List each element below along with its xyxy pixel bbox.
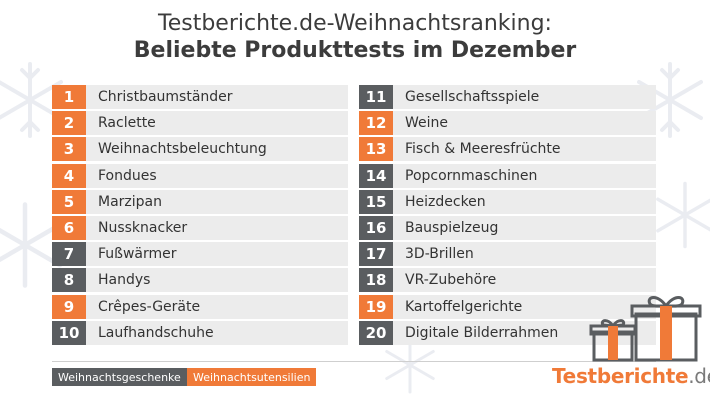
rank-number: 2 bbox=[52, 111, 86, 136]
product-label: VR-Zubehöre bbox=[405, 272, 497, 289]
product-label: Fußwärmer bbox=[98, 246, 177, 263]
ranking-row: 9 Crêpes-Geräte bbox=[0, 294, 348, 319]
rank-number: 4 bbox=[52, 163, 86, 188]
product-label: Kartoffelgerichte bbox=[405, 298, 523, 315]
ranking-row: 3 Weihnachtsbeleuchtung bbox=[0, 137, 348, 162]
product-label: Crêpes-Geräte bbox=[98, 298, 201, 315]
ranking-row: 15 Heizdecken bbox=[359, 189, 656, 214]
product-label: Raclette bbox=[98, 115, 156, 132]
rank-number: 1 bbox=[52, 85, 86, 109]
product-label: Weihnachtsbeleuchtung bbox=[98, 141, 267, 158]
product-label: Nussknacker bbox=[98, 219, 188, 236]
product-label: Bauspielzeug bbox=[405, 219, 499, 236]
ranking-row: 17 3D-Brillen bbox=[359, 242, 656, 267]
rank-number: 14 bbox=[359, 163, 393, 188]
ranking-row: 7 Fußwärmer bbox=[0, 242, 348, 267]
rank-number: 10 bbox=[52, 320, 86, 345]
ranking-row: 11 Gesellschaftsspiele bbox=[359, 85, 656, 109]
snowflake-icon bbox=[385, 336, 435, 394]
brand-tld: .de bbox=[688, 364, 710, 388]
rank-number: 8 bbox=[52, 268, 86, 293]
rank-number: 11 bbox=[359, 85, 393, 109]
ranking-right-column: 11 Gesellschaftsspiele 12 Weine 13 Fisch & Me… bbox=[359, 85, 656, 347]
brand-logo: Testberichte.de bbox=[552, 364, 710, 388]
snowflake-icon bbox=[656, 181, 710, 249]
ranking-left-column: 1 Christbaumständer 2 Raclette 3 Weihnachtsbe… bbox=[0, 85, 348, 347]
rank-number: 20 bbox=[359, 320, 393, 345]
rank-number: 6 bbox=[52, 215, 86, 240]
gift-boxes-icon bbox=[589, 296, 702, 362]
divider bbox=[52, 361, 656, 362]
rank-number: 3 bbox=[52, 137, 86, 162]
ranking-row: 20 Digitale Bilderrahmen bbox=[359, 320, 656, 345]
ranking-row: 12 Weine bbox=[359, 111, 656, 136]
product-label: Handys bbox=[98, 272, 151, 289]
ranking-row: 18 VR-Zubehöre bbox=[359, 268, 656, 293]
product-label: Fisch & Meeresfrüchte bbox=[405, 141, 561, 158]
product-label: 3D-Brillen bbox=[405, 246, 474, 263]
rank-number: 18 bbox=[359, 268, 393, 293]
product-label: Marzipan bbox=[98, 193, 162, 210]
ranking-row: 13 Fisch & Meeresfrüchte bbox=[359, 137, 656, 162]
ranking-row: 5 Marzipan bbox=[0, 189, 348, 214]
product-label: Popcornmaschinen bbox=[405, 167, 538, 184]
rank-number: 19 bbox=[359, 294, 393, 319]
ranking-row: 1 Christbaumständer bbox=[0, 85, 348, 109]
product-label: Digitale Bilderrahmen bbox=[405, 324, 559, 341]
ranking-row: 2 Raclette bbox=[0, 111, 348, 136]
legend-utensils: Weihnachtsutensilien bbox=[187, 368, 317, 386]
title-line-2: Beliebte Produkttests im Dezember bbox=[133, 38, 577, 63]
ranking-row: 16 Bauspielzeug bbox=[359, 215, 656, 240]
brand-name: Testberichte bbox=[552, 364, 689, 388]
legend-gifts: Weihnachtsgeschenke bbox=[52, 368, 187, 386]
product-label: Christbaumständer bbox=[98, 89, 233, 105]
rank-number: 15 bbox=[359, 189, 393, 214]
rank-number: 12 bbox=[359, 111, 393, 136]
ranking-row: 6 Nussknacker bbox=[0, 215, 348, 240]
product-label: Fondues bbox=[98, 167, 157, 184]
rank-number: 5 bbox=[52, 189, 86, 214]
ranking-row: 14 Popcornmaschinen bbox=[359, 163, 656, 188]
rank-number: 13 bbox=[359, 137, 393, 162]
ranking-row: 10 Laufhandschuhe bbox=[0, 320, 348, 345]
product-label: Weine bbox=[405, 115, 449, 132]
page-title: Testberichte.de-Weihnachtsranking: Belie… bbox=[0, 10, 710, 64]
title-line-1: Testberichte.de-Weihnachtsranking: bbox=[158, 11, 552, 36]
ranking-row: 4 Fondues bbox=[0, 163, 348, 188]
product-label: Gesellschaftsspiele bbox=[405, 89, 540, 105]
rank-number: 17 bbox=[359, 242, 393, 267]
product-label: Laufhandschuhe bbox=[98, 324, 214, 341]
ranking-row: 8 Handys bbox=[0, 268, 348, 293]
ranking-row: 19 Kartoffelgerichte bbox=[359, 294, 656, 319]
rank-number: 16 bbox=[359, 215, 393, 240]
product-label: Heizdecken bbox=[405, 193, 486, 210]
rank-number: 7 bbox=[52, 242, 86, 267]
rank-number: 9 bbox=[52, 294, 86, 319]
